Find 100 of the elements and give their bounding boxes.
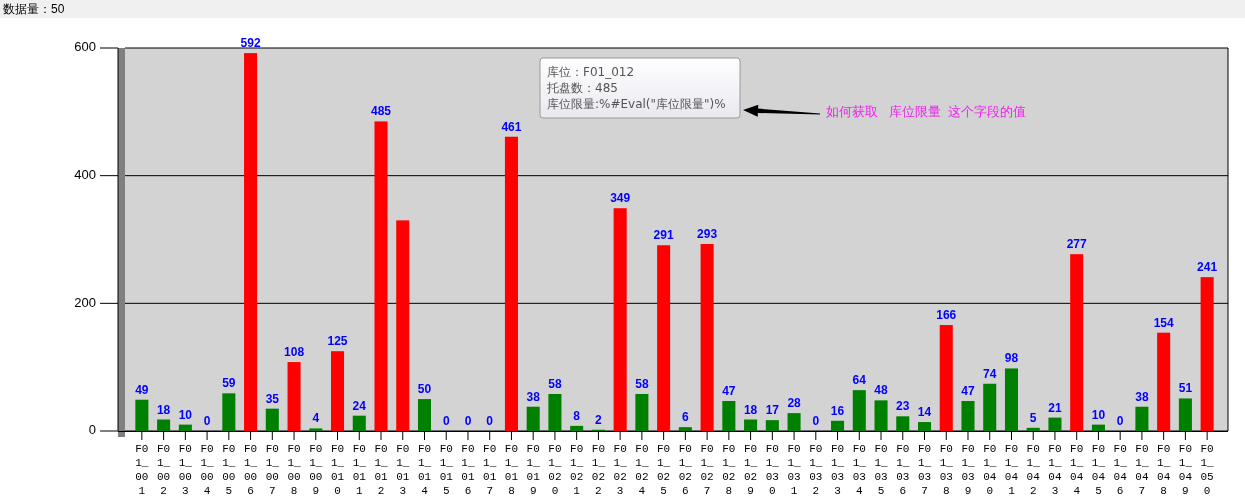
annotation: 托盘数：485 xyxy=(546,81,618,95)
x-tick-label: F01_045 xyxy=(1091,443,1106,497)
x-tick-label: F01_019 xyxy=(526,443,541,497)
data-label: 59 xyxy=(222,376,236,391)
x-tick-label: F01_029 xyxy=(743,443,758,497)
data-label: 51 xyxy=(1178,381,1193,396)
data-label: 349 xyxy=(610,191,631,206)
data-label: 10 xyxy=(1091,407,1106,422)
x-tick-label: F0 1_ 00 8 xyxy=(287,443,302,497)
x-tick-label: F01_024 xyxy=(635,443,649,497)
x-tick-label: F01_003 xyxy=(178,443,193,497)
data-label: 0 xyxy=(486,414,494,428)
data-label: 0 xyxy=(464,414,472,428)
data-label: 10 xyxy=(178,407,193,422)
x-tick-label: F01_010 xyxy=(330,443,345,497)
data-label: 0 xyxy=(442,414,450,428)
data-label: 74 xyxy=(983,366,997,381)
x-tick-label: F01_047 xyxy=(1135,443,1149,497)
data-label: 47 xyxy=(722,384,736,398)
y-tick-label: 0 xyxy=(88,422,96,438)
x-tick-label: F01_031 xyxy=(787,443,802,497)
data-label: 18 xyxy=(743,402,758,417)
x-tick-label: F01_016 xyxy=(461,443,475,497)
x-tick-label: F01_044 xyxy=(1070,443,1084,497)
x-tick-label: F01_027 xyxy=(700,443,715,497)
annotation: 库位：F01_012 xyxy=(547,65,635,79)
data-label: 241 xyxy=(1197,260,1218,275)
x-tick-label: F01_014 xyxy=(417,443,432,497)
x-tick-label: F01_017 xyxy=(483,443,497,497)
x-tick-label: F01_030 xyxy=(765,443,780,497)
data-label: 0 xyxy=(203,414,211,428)
data-label: 50 xyxy=(417,382,432,397)
data-label: 293 xyxy=(697,226,718,241)
y-tick-label: 600 xyxy=(74,39,96,55)
data-label: 38 xyxy=(526,389,541,404)
x-tick-label: F01_007 xyxy=(265,443,280,497)
data-label: 14 xyxy=(917,405,932,420)
data-label: 58 xyxy=(548,376,562,391)
x-tick-label: F01_018 xyxy=(504,443,519,497)
x-tick-label: F01_037 xyxy=(917,443,932,497)
x-tick-label: F01_012 xyxy=(374,443,389,497)
x-tick-label: F01_009 xyxy=(309,443,323,497)
x-tick-label: F01_028 xyxy=(722,443,736,497)
data-label: 23 xyxy=(896,399,910,414)
data-label: 49 xyxy=(135,382,149,397)
x-tick-label: F01_050 xyxy=(1200,443,1215,497)
data-label: 35 xyxy=(265,391,280,406)
x-tick-label: F01_022 xyxy=(591,443,606,497)
x-tick-label: F01_049 xyxy=(1178,443,1193,497)
data-label: 47 xyxy=(961,384,975,398)
data-label: 485 xyxy=(370,104,392,119)
data-label: 28 xyxy=(787,396,802,411)
x-tick-label: F01_048 xyxy=(1157,443,1171,497)
x-tick-label: F01_042 xyxy=(1026,443,1041,497)
x-tick-label: F01_041 xyxy=(1004,443,1019,497)
chart-title: 数据量：50 xyxy=(3,2,65,16)
x-tick-label: F01_023 xyxy=(613,443,628,497)
x-tick-label: F0 1_ 00 5 xyxy=(222,443,236,497)
x-tick-label: F01_046 xyxy=(1113,443,1128,497)
x-tick-label: F01_011 xyxy=(352,443,367,497)
data-label: 291 xyxy=(653,228,674,243)
data-label: 24 xyxy=(352,398,367,413)
annotation: 如何获取 库位限量 这个字段的值 xyxy=(826,104,1027,119)
x-tick-label: F01_013 xyxy=(396,443,410,497)
x-tick-label: F01_020 xyxy=(548,443,562,497)
x-tick-label: F01_036 xyxy=(896,443,910,497)
data-label: 0 xyxy=(1116,414,1124,428)
data-label: 108 xyxy=(284,345,305,360)
data-label: 64 xyxy=(852,373,867,388)
x-tick-label: F01_032 xyxy=(809,443,823,497)
x-tick-label: F01_026 xyxy=(678,443,693,497)
data-label: 48 xyxy=(874,383,889,398)
y-tick-label: 200 xyxy=(74,294,96,310)
data-label: 4 xyxy=(312,411,320,426)
x-tick-label: F01_035 xyxy=(874,443,889,497)
x-tick-label: F0 1_ 00 6 xyxy=(243,443,258,497)
data-label: 21 xyxy=(1048,400,1062,415)
x-tick-label: F01_001 xyxy=(135,443,149,497)
data-label: 16 xyxy=(830,403,845,418)
data-label: 0 xyxy=(812,414,820,428)
y-tick-label: 400 xyxy=(74,167,96,183)
data-label: 38 xyxy=(1135,389,1149,404)
data-label: 5 xyxy=(1029,410,1037,425)
x-tick-label: F01_038 xyxy=(939,443,954,497)
data-label: 17 xyxy=(765,403,780,418)
x-tick-label: F0 1_ 00 2 xyxy=(157,443,171,497)
x-tick-label: F01_043 xyxy=(1048,443,1062,497)
x-tick-label: F01_021 xyxy=(570,443,584,497)
data-label: 154 xyxy=(1153,315,1174,330)
data-label: 2 xyxy=(595,412,603,427)
data-label: 8 xyxy=(573,408,581,423)
x-tick-label: F01_015 xyxy=(439,443,454,497)
data-label: 18 xyxy=(156,402,171,417)
data-label: 58 xyxy=(635,376,649,391)
data-label: 461 xyxy=(501,119,522,134)
x-tick-label: F01_039 xyxy=(961,443,975,497)
data-label: 125 xyxy=(327,334,348,349)
x-tick-label: F01_034 xyxy=(852,443,867,497)
data-label: 166 xyxy=(936,308,957,323)
x-tick-label: F01_025 xyxy=(657,443,671,497)
